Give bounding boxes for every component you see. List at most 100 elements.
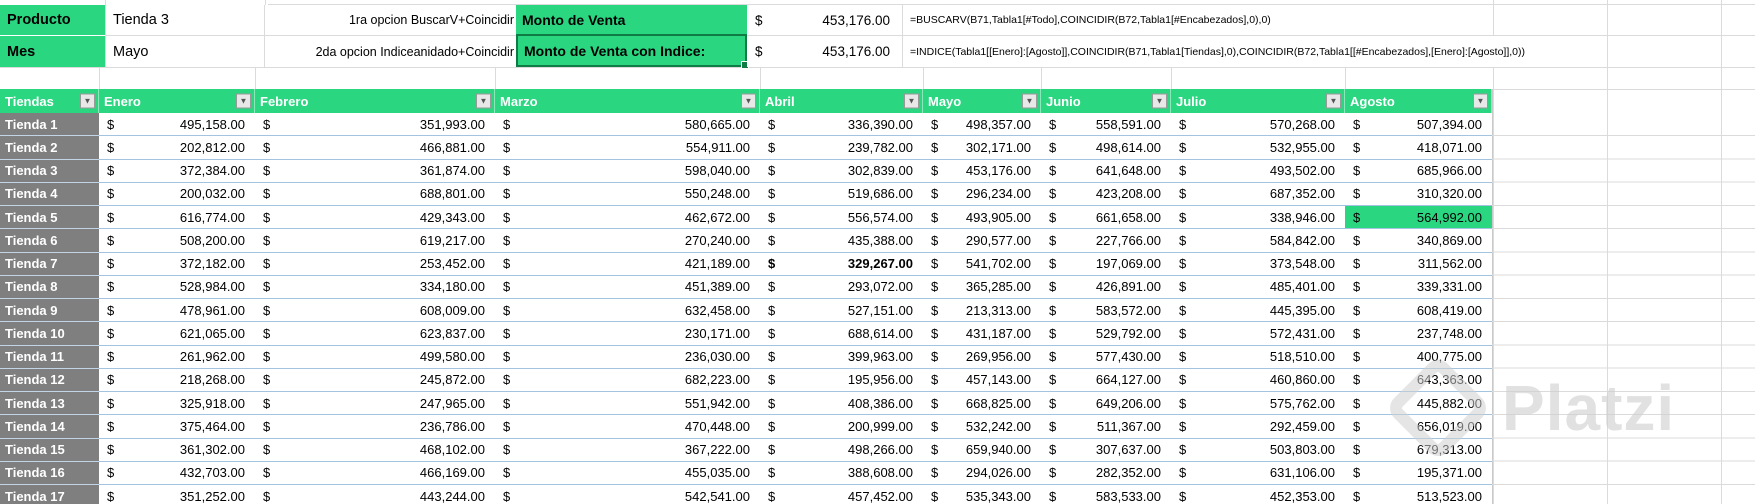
table-cell[interactable]: $307,637.00 [1041,438,1171,462]
table-cell[interactable]: $195,371.00 [1345,461,1492,485]
table-cell[interactable]: $558,591.00 [1041,113,1171,137]
table-cell[interactable]: $468,102.00 [255,438,495,462]
table-cell[interactable]: $498,614.00 [1041,136,1171,160]
table-cell[interactable]: $643,363.00 [1345,368,1492,392]
table-cell[interactable]: $329,267.00 [760,252,923,276]
table-cell[interactable]: $460,860.00 [1171,368,1345,392]
table-cell[interactable]: $443,244.00 [255,485,495,504]
table-cell[interactable]: $367,222.00 [495,438,760,462]
table-cell[interactable]: $270,240.00 [495,229,760,253]
table-cell[interactable]: $519,686.00 [760,182,923,206]
filter-dropdown-button[interactable]: ▼ [236,93,251,109]
table-cell[interactable]: $302,839.00 [760,159,923,183]
table-cell[interactable]: $493,905.00 [923,206,1041,230]
table-cell[interactable]: $200,999.00 [760,415,923,439]
header-cell-tiendas[interactable]: Tiendas ▼ [0,89,99,113]
table-cell[interactable]: $466,881.00 [255,136,495,160]
table-cell[interactable]: $580,665.00 [495,113,760,137]
table-cell[interactable]: $453,176.00 [923,159,1041,183]
filter-dropdown-button[interactable]: ▼ [1152,93,1167,109]
table-cell[interactable]: $688,801.00 [255,182,495,206]
table-cell[interactable]: $302,171.00 [923,136,1041,160]
table-cell[interactable]: $554,911.00 [495,136,760,160]
table-cell[interactable]: $247,965.00 [255,392,495,416]
table-cell[interactable]: $361,302.00 [99,438,255,462]
table-cell[interactable]: $294,026.00 [923,461,1041,485]
table-cell[interactable]: $195,956.00 [760,368,923,392]
table-cell[interactable]: $236,786.00 [255,415,495,439]
row-label[interactable]: Tienda 9 [0,299,99,323]
table-cell[interactable]: $478,961.00 [99,299,255,323]
table-cell[interactable]: $325,918.00 [99,392,255,416]
header-cell-junio[interactable]: Junio ▼ [1041,89,1171,113]
table-cell[interactable]: $400,775.00 [1345,345,1492,369]
mes-label-cell[interactable]: Mes [0,36,105,67]
table-cell[interactable]: $498,266.00 [760,438,923,462]
table-cell[interactable]: $659,940.00 [923,438,1041,462]
table-cell[interactable]: $532,242.00 [923,415,1041,439]
table-cell[interactable]: $623,837.00 [255,322,495,346]
table-cell[interactable]: $245,872.00 [255,368,495,392]
table-cell[interactable]: $550,248.00 [495,182,760,206]
table-cell[interactable]: $435,388.00 [760,229,923,253]
table-cell[interactable]: $421,189.00 [495,252,760,276]
table-cell[interactable]: $619,217.00 [255,229,495,253]
filter-dropdown-button[interactable]: ▼ [80,93,95,109]
table-cell[interactable]: $445,882.00 [1345,392,1492,416]
table-cell[interactable]: $575,762.00 [1171,392,1345,416]
table-cell[interactable]: $365,285.00 [923,275,1041,299]
table-cell[interactable]: $598,040.00 [495,159,760,183]
table-cell[interactable]: $197,069.00 [1041,252,1171,276]
table-cell[interactable]: $495,158.00 [99,113,255,137]
producto-label-cell[interactable]: Producto [0,5,105,35]
table-cell[interactable]: $466,169.00 [255,461,495,485]
filter-dropdown-button[interactable]: ▼ [904,93,919,109]
table-cell[interactable]: $261,962.00 [99,345,255,369]
table-cell[interactable]: $527,151.00 [760,299,923,323]
row-label[interactable]: Tienda 15 [0,438,99,462]
table-cell[interactable]: $682,223.00 [495,368,760,392]
table-cell[interactable]: $528,984.00 [99,275,255,299]
table-cell[interactable]: $218,268.00 [99,368,255,392]
table-cell[interactable]: $508,200.00 [99,229,255,253]
table-cell[interactable]: $687,352.00 [1171,182,1345,206]
row-label[interactable]: Tienda 5 [0,206,99,230]
table-cell[interactable]: $685,966.00 [1345,159,1492,183]
table-cell[interactable]: $237,748.00 [1345,322,1492,346]
row-label[interactable]: Tienda 16 [0,461,99,485]
table-cell[interactable]: $457,143.00 [923,368,1041,392]
table-cell[interactable]: $499,580.00 [255,345,495,369]
option2-label-cell[interactable]: 2da opcion Indiceanidado+Coincidir [265,36,516,67]
table-cell[interactable]: $457,452.00 [760,485,923,504]
formula2-cell[interactable]: =INDICE(Tabla1[[Enero]:[Agosto]],COINCID… [906,36,1530,67]
table-cell[interactable]: $668,825.00 [923,392,1041,416]
table-cell[interactable]: $551,942.00 [495,392,760,416]
table-cell[interactable]: $608,419.00 [1345,299,1492,323]
table-cell[interactable]: $432,703.00 [99,461,255,485]
table-cell[interactable]: $583,533.00 [1041,485,1171,504]
table-cell[interactable]: $493,502.00 [1171,159,1345,183]
row-label[interactable]: Tienda 6 [0,229,99,253]
table-cell[interactable]: $423,208.00 [1041,182,1171,206]
table-cell[interactable]: $290,577.00 [923,229,1041,253]
table-cell[interactable]: $541,702.00 [923,252,1041,276]
table-cell[interactable]: $570,268.00 [1171,113,1345,137]
row-label[interactable]: Tienda 17 [0,485,99,504]
table-cell[interactable]: $513,523.00 [1345,485,1492,504]
table-cell[interactable]: $373,548.00 [1171,252,1345,276]
table-cell[interactable]: $661,658.00 [1041,206,1171,230]
table-cell[interactable]: $631,106.00 [1171,461,1345,485]
table-cell[interactable]: $361,874.00 [255,159,495,183]
table-cell[interactable]: $583,572.00 [1041,299,1171,323]
table-cell[interactable]: $282,352.00 [1041,461,1171,485]
table-cell[interactable]: $616,774.00 [99,206,255,230]
table-cell[interactable]: $338,946.00 [1171,206,1345,230]
table-cell[interactable]: $679,313.00 [1345,438,1492,462]
table-cell[interactable]: $498,357.00 [923,113,1041,137]
table-cell[interactable]: $462,672.00 [495,206,760,230]
header-cell-mayo[interactable]: Mayo ▼ [923,89,1041,113]
formula1-cell[interactable]: =BUSCARV(B71,Tabla1[#Todo],COINCIDIR(B72… [906,5,1275,35]
table-cell[interactable]: $213,313.00 [923,299,1041,323]
monto-indice-label-cell-selected[interactable]: Monto de Venta con Indice: [516,34,749,69]
table-cell[interactable]: $227,766.00 [1041,229,1171,253]
